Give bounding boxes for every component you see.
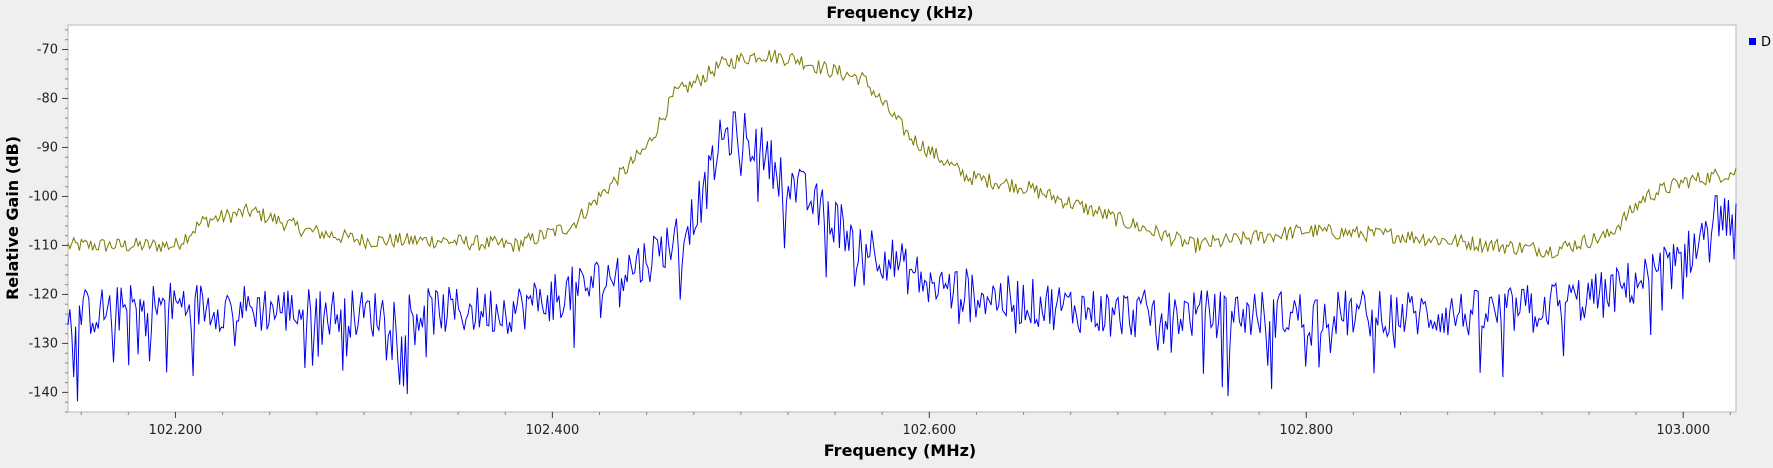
- y-tick-label: -100: [28, 189, 58, 204]
- y-tick-label: -130: [28, 336, 58, 351]
- y-tick-label: -110: [28, 238, 58, 253]
- y-tick-label: -90: [37, 140, 58, 155]
- x-tick-label: 102.400: [525, 423, 579, 438]
- x-tick-label: 102.200: [149, 423, 203, 438]
- chart-title: Frequency (kHz): [826, 3, 973, 22]
- y-axis-label: Relative Gain (dB): [3, 136, 22, 300]
- x-tick-label: 102.800: [1279, 423, 1333, 438]
- x-tick-label: 103.000: [1656, 423, 1710, 438]
- y-tick-label: -120: [28, 287, 58, 302]
- y-tick-label: -70: [37, 42, 58, 57]
- x-tick-label: 102.600: [902, 423, 956, 438]
- y-axis-ticks: -70 -80 -90 -100 -110 -120 -130 -140: [28, 42, 68, 400]
- y-tick-label: -80: [37, 91, 58, 106]
- legend: D: [1749, 35, 1771, 50]
- x-axis-label: Frequency (MHz): [824, 441, 976, 460]
- y-tick-label: -140: [28, 385, 58, 400]
- x-axis-ticks: 102.200 102.400 102.600 102.800 103.000: [149, 412, 1711, 438]
- legend-marker: [1749, 38, 1756, 45]
- legend-label: D: [1761, 35, 1771, 50]
